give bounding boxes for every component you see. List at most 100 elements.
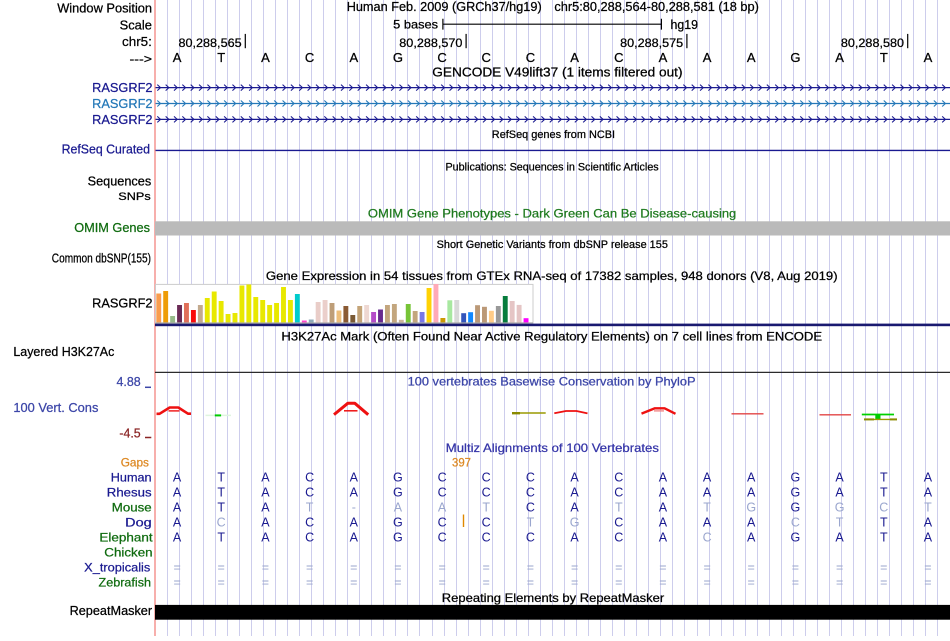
svg-text:G: G (393, 486, 403, 500)
svg-text:=: = (880, 575, 887, 589)
svg-text:C: C (614, 516, 623, 530)
svg-text:A: A (261, 50, 270, 65)
svg-text:A: A (703, 50, 712, 65)
svg-text:A: A (350, 486, 359, 500)
svg-text:C: C (614, 486, 623, 500)
svg-text:=: = (571, 560, 578, 574)
svg-text:A: A (835, 531, 844, 545)
svg-text:=: = (527, 575, 534, 589)
svg-text:Dog: Dog (125, 516, 152, 530)
svg-text:Human: Human (111, 471, 152, 485)
svg-text:A: A (438, 501, 447, 515)
svg-text:H3K27Ac Mark (Often Found Near: H3K27Ac Mark (Often Found Near Active Re… (281, 330, 822, 344)
svg-text:A: A (747, 531, 756, 545)
svg-text:A: A (703, 471, 712, 485)
svg-text:A: A (659, 486, 668, 500)
svg-text:A: A (659, 516, 668, 530)
svg-text:=: = (483, 575, 490, 589)
svg-text:G: G (791, 471, 801, 485)
svg-text:T: T (880, 50, 888, 65)
svg-text:RefSeq Curated: RefSeq Curated (62, 142, 150, 157)
svg-text:=: = (880, 560, 887, 574)
svg-text:=: = (218, 560, 225, 574)
svg-text:=: = (748, 575, 755, 589)
svg-text:Zebrafish: Zebrafish (99, 575, 152, 589)
svg-text:T: T (615, 501, 623, 515)
svg-text:5 bases: 5 bases (393, 17, 438, 31)
svg-text:Gaps: Gaps (121, 456, 149, 470)
svg-text:=: = (262, 575, 269, 589)
svg-text:T: T (527, 516, 535, 530)
svg-text:RefSeq genes from NCBI: RefSeq genes from NCBI (492, 129, 615, 141)
svg-text:C: C (482, 516, 491, 530)
svg-text:T: T (217, 50, 225, 65)
svg-text:80,288,575: 80,288,575 (620, 36, 683, 50)
svg-text:C: C (482, 531, 491, 545)
svg-text:-: - (352, 501, 356, 515)
svg-text:A: A (261, 486, 270, 500)
svg-text:T: T (924, 501, 932, 515)
svg-text:A: A (173, 486, 182, 500)
svg-text:80,288,580: 80,288,580 (841, 36, 904, 50)
svg-text:=: = (792, 560, 799, 574)
svg-text:C: C (614, 50, 623, 65)
svg-text:=: = (527, 560, 534, 574)
svg-text:397: 397 (452, 456, 471, 470)
svg-text:T: T (217, 531, 225, 545)
svg-text:Elephant: Elephant (99, 531, 153, 545)
svg-text:A: A (924, 471, 933, 485)
svg-text:T: T (217, 501, 225, 515)
svg-text:G: G (790, 50, 800, 65)
svg-text:100 Vert. Cons: 100 Vert. Cons (13, 401, 98, 415)
svg-text:Sequences: Sequences (88, 173, 152, 188)
svg-text:A: A (570, 486, 579, 500)
svg-text:A: A (659, 471, 668, 485)
svg-text:=: = (924, 560, 931, 574)
svg-text:RASGRF2: RASGRF2 (92, 112, 152, 127)
svg-text:A: A (924, 531, 933, 545)
svg-text:C: C (526, 486, 535, 500)
svg-text:C: C (305, 50, 314, 65)
svg-text:=: = (615, 560, 622, 574)
svg-text:Publications: Sequences in Sci: Publications: Sequences in Scientific Ar… (446, 161, 660, 173)
svg-text:=: = (394, 575, 401, 589)
svg-text:A: A (349, 50, 358, 65)
svg-text:Rhesus: Rhesus (107, 486, 152, 500)
svg-text:hg19: hg19 (671, 18, 699, 32)
svg-text:A: A (570, 531, 579, 545)
svg-text:Window Position: Window Position (57, 0, 152, 15)
svg-text:=: = (350, 560, 357, 574)
svg-text:--->: ---> (130, 52, 153, 66)
svg-text:A: A (350, 531, 359, 545)
svg-text:G: G (791, 501, 801, 515)
svg-text:C: C (482, 471, 491, 485)
svg-text:SNPs: SNPs (118, 191, 151, 203)
svg-text:A: A (173, 501, 182, 515)
svg-text:X_tropicalis: X_tropicalis (84, 560, 150, 574)
svg-text:A: A (703, 516, 712, 530)
svg-text:G: G (791, 531, 801, 545)
svg-text:A: A (747, 471, 756, 485)
svg-text:C: C (438, 516, 447, 530)
svg-text:C: C (614, 471, 623, 485)
svg-text:C: C (438, 486, 447, 500)
svg-text:C: C (614, 531, 623, 545)
svg-text:=: = (703, 575, 710, 589)
svg-text:=: = (792, 575, 799, 589)
svg-text:80,288,570: 80,288,570 (399, 36, 462, 50)
svg-text:Human Feb. 2009 (GRCh37/hg19): Human Feb. 2009 (GRCh37/hg19) (347, 0, 542, 14)
svg-text:G: G (791, 486, 801, 500)
svg-text:Layered H3K27Ac: Layered H3K27Ac (13, 344, 114, 359)
svg-text:OMIM Genes: OMIM Genes (74, 220, 150, 235)
svg-text:=: = (173, 575, 180, 589)
svg-text:=: = (748, 560, 755, 574)
svg-text:C: C (526, 471, 535, 485)
svg-text:T: T (880, 486, 888, 500)
svg-text:=: = (924, 575, 931, 589)
svg-text:A: A (570, 50, 579, 65)
svg-text:A: A (659, 501, 668, 515)
svg-text:Short Genetic Variants from db: Short Genetic Variants from dbSNP releas… (437, 239, 668, 251)
svg-text:A: A (261, 471, 270, 485)
svg-text:C: C (305, 531, 314, 545)
svg-text:T: T (880, 471, 888, 485)
